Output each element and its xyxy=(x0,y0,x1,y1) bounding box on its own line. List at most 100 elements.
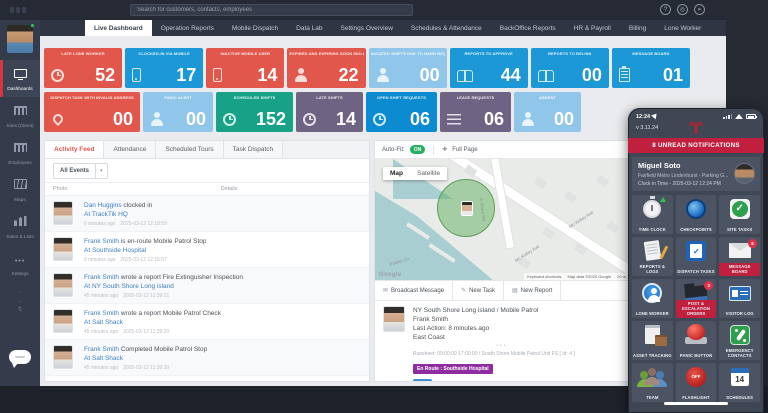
kpi-card-late-shifts[interactable]: LATE SHIFTS 14 xyxy=(296,92,363,132)
sidebar-item-dashboards[interactable]: Dashboards xyxy=(0,60,40,97)
kpi-card-expired-skills[interactable]: EXPIRED AND EXPIRING SOON SKILLS 22 xyxy=(287,48,366,88)
kpi-card-open-shift-requests[interactable]: OPEN SHIFT REQUESTS 06 xyxy=(366,92,437,132)
full-page-button[interactable]: Full Page xyxy=(452,146,478,153)
app-tile-team[interactable]: TEAM xyxy=(632,363,673,402)
activity-row[interactable]: Frank Smith is en-route Mobile Patrol St… xyxy=(45,232,369,268)
kpi-value: 14 xyxy=(257,65,278,85)
tab-activity-feed[interactable]: Activity Feed xyxy=(45,141,105,158)
checkpoint-icon xyxy=(685,199,706,219)
app-tile-dispatch-tasks[interactable]: DISPATCH TASKS xyxy=(675,237,717,276)
runsheet-info: Runsheet: 09:00:00 17:00:00 / South Shor… xyxy=(413,351,575,357)
app-tile-asset-tracking[interactable]: ASSET TRACKING xyxy=(632,321,673,360)
avatar xyxy=(53,381,73,382)
tab-scheduled-tours[interactable]: Scheduled Tours xyxy=(156,141,224,158)
tab-mobile-dispatch[interactable]: Mobile Dispatch xyxy=(231,24,279,32)
sidebar-item-employees[interactable]: Employees xyxy=(0,134,40,171)
app-tile-panic-button[interactable]: PANIC BUTTON xyxy=(675,321,717,360)
kpi-card-clocked-in-via-mobile[interactable]: CLOCKED-IN VIA MOBILE 17 xyxy=(125,48,204,88)
tab-backoffice-reports[interactable]: BackOffice Reports xyxy=(499,24,556,32)
unread-notifications-banner[interactable]: 8 UNREAD NOTIFICATIONS xyxy=(628,138,764,153)
new-report-button[interactable]: ▤ New Report xyxy=(504,281,562,300)
sidebar-item-settings[interactable]: Settings xyxy=(0,245,40,282)
activity-row[interactable]: Frank Smith wrote a report Fire Extingui… xyxy=(45,268,369,304)
location-icon[interactable]: ◎ xyxy=(677,4,688,15)
kpi-card-absent[interactable]: ABSENT 00 xyxy=(514,92,581,132)
kpi-card-scheduled-shifts[interactable]: SCHEDULED SHIFTS 152 xyxy=(216,92,293,132)
tab-billing[interactable]: Billing xyxy=(628,24,647,32)
satellite-button[interactable]: Satellite xyxy=(417,170,441,177)
kpi-value: 00 xyxy=(581,65,602,85)
chat-bubble-button[interactable] xyxy=(9,350,31,368)
phone-time: 12:24 xyxy=(636,114,651,120)
clock-icon xyxy=(51,68,64,82)
app-tile-schedules[interactable]: 14 SCHEDULES xyxy=(719,363,760,402)
mobile-app-preview: 12:24 v 3.11.24 8 UNREAD NOTIFICATIONS M… xyxy=(628,108,764,413)
app-tile-time-clock[interactable]: TIME CLOCK xyxy=(632,195,673,234)
tab-hr-payroll[interactable]: HR & Payroll xyxy=(573,24,611,32)
app-tile-emergency-contacts[interactable]: EMERGENCY CONTACTS xyxy=(719,321,760,360)
app-tile-reports-logs[interactable]: REPORTS & LOGS xyxy=(632,237,673,276)
tab-operation-reports[interactable]: Operation Reports xyxy=(160,24,214,32)
kpi-card-vacated-shifts[interactable]: VACATED SHIFTS DUE TO HARD REQUIREMENTS … xyxy=(368,48,447,88)
live-map-panel: Auto-Fit: ON ✚ Full Page Mc Kinley Ave M… xyxy=(374,140,630,382)
app-tile-site-tasks[interactable]: SITE TASKS xyxy=(719,195,760,234)
share-icon[interactable]: ➢ xyxy=(694,4,705,15)
broadcast-message-button[interactable]: ✉ Broadcast Message xyxy=(375,281,454,300)
avatar xyxy=(53,201,73,225)
kpi-card-panic-alert[interactable]: PANIC ALERT 00 xyxy=(143,92,213,132)
pencil-icon: ✎ xyxy=(461,288,467,294)
kpi-card-reports-to-approve[interactable]: REPORTS TO APPROVE 44 xyxy=(449,48,528,88)
activity-row[interactable]: Frank Smith has arrived on site Mobile P… xyxy=(45,376,369,382)
map-actions: ✉ Broadcast Message ✎ New Task ▤ New Report xyxy=(375,281,629,301)
app-tile-lone-worker[interactable]: LONE WORKER xyxy=(632,279,673,318)
kpi-value: 06 xyxy=(483,109,504,129)
app-tile-post-escalation-orders[interactable]: 2 POST & ESCALATION ORDERS xyxy=(675,279,717,318)
tab-task-dispatch[interactable]: Task Dispatch xyxy=(223,141,284,158)
activity-table-header: Photo Details xyxy=(45,183,369,196)
avatar xyxy=(53,309,73,333)
app-tile-message-board[interactable]: 6 MESSAGE BOARD xyxy=(719,237,760,276)
pager-dots[interactable]: ••• xyxy=(496,343,508,349)
events-filter-dropdown[interactable]: All Events xyxy=(53,162,108,179)
tab-attendance[interactable]: Attendance xyxy=(104,141,157,158)
map-canvas[interactable]: Mc Kinley Ave Mc Kinley Ave Publier Ln S… xyxy=(375,159,629,281)
report-icon: ▤ xyxy=(512,288,518,294)
clock-icon xyxy=(373,112,386,126)
tab-settings-overview[interactable]: Settings Overview xyxy=(340,24,393,32)
kpi-card-inactive-mobile-user[interactable]: INACTIVE MOBILE USER 14 xyxy=(206,48,285,88)
app-tile-visitor-log[interactable]: VISITOR LOG xyxy=(719,279,760,318)
autofit-toggle[interactable]: ON xyxy=(409,145,426,154)
sidebar-item-sites[interactable]: Sites (Client) xyxy=(0,97,40,134)
person-pin-icon xyxy=(376,68,390,82)
guard-location-marker[interactable] xyxy=(437,179,495,237)
kpi-card-reports-to-relink[interactable]: REPORTS TO RELINK 00 xyxy=(530,48,609,88)
sidebar-item-sales-lists[interactable]: Sales & Lists xyxy=(0,208,40,245)
activity-row[interactable]: Frank Smith Completed Mobile Patrol Stop… xyxy=(45,340,369,376)
guard-info-card[interactable]: NY South Shore Long island / Mobile Patr… xyxy=(375,301,629,381)
activity-row[interactable]: Frank Smith wrote a report Mobile Patrol… xyxy=(45,304,369,340)
activity-row[interactable]: Dan Huggins clocked in At TrackTik HQ 6 … xyxy=(45,196,369,232)
user-avatar[interactable] xyxy=(7,23,35,53)
keyboard-shortcuts-link[interactable]: Keyboard shortcuts xyxy=(526,274,562,279)
guard-avatar xyxy=(461,201,473,216)
tab-lone-worker[interactable]: Lone Worker xyxy=(664,24,702,32)
kpi-card-dispatch-invalid-address[interactable]: DISPATCH TASK WITH INVALID ADDRESS 00 xyxy=(44,92,140,132)
tab-schedules-attendance[interactable]: Schedules & Attendance xyxy=(410,24,482,32)
guard-name: Frank Smith xyxy=(413,316,449,323)
help-icon[interactable]: ? xyxy=(660,4,671,15)
tab-live-dashboard[interactable]: Live Dashboard xyxy=(85,20,152,36)
map-pin-icon xyxy=(50,111,66,127)
kpi-card-message-board[interactable]: MESSAGE BOARD 01 xyxy=(611,48,690,88)
phone-user-card[interactable]: Miguel Soto Fairfield Metro Lindenhurst … xyxy=(632,157,760,191)
sidebar-collapse-controls[interactable]: → ← ⇅ xyxy=(17,289,23,313)
app-tile-checkpoints[interactable]: CHECKPOINTS xyxy=(675,195,717,234)
sidebar-item-maps[interactable]: Maps xyxy=(0,171,40,208)
kpi-card-late-lone-worker[interactable]: LATE LONE WORKER 52 xyxy=(44,48,123,88)
search-input[interactable] xyxy=(130,4,413,16)
kpi-card-leave-requests[interactable]: LEAVE REQUESTS 06 xyxy=(440,92,511,132)
tab-data-lab[interactable]: Data Lab xyxy=(296,24,323,32)
home-indicator[interactable] xyxy=(664,402,728,405)
new-task-button[interactable]: ✎ New Task xyxy=(453,281,504,300)
map-button[interactable]: Map xyxy=(390,170,403,177)
app-tile-flashlight[interactable]: OFF FLASHLIGHT xyxy=(675,363,717,402)
